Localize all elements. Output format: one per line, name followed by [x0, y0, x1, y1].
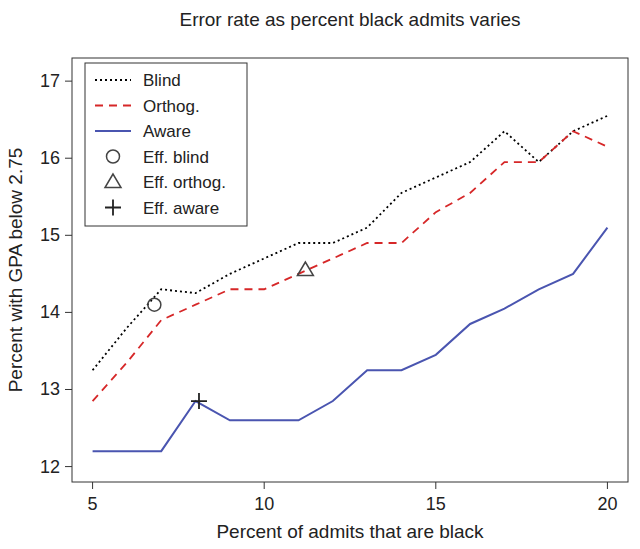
plot-area: [93, 116, 608, 451]
legend-label: Aware: [143, 122, 191, 141]
y-tick-label: 15: [40, 225, 60, 245]
legend-line: [95, 105, 131, 107]
legend-line: [95, 130, 131, 132]
x-label: Percent of admits that are black: [216, 521, 484, 542]
legend-label: Eff. blind: [143, 148, 209, 167]
y-tick-label: 16: [40, 148, 60, 168]
legend-label: Orthog.: [143, 97, 200, 116]
x-tick-label: 20: [597, 494, 617, 514]
legend-marker: [105, 174, 121, 188]
x-tick: [92, 482, 93, 489]
legend-label: Blind: [143, 71, 181, 90]
title: Error rate as percent black admits varie…: [179, 9, 520, 30]
series-line: [93, 116, 608, 370]
series-line: [93, 228, 608, 452]
y-tick: [65, 466, 72, 467]
legend-marker: [105, 200, 121, 216]
y-tick-label: 13: [40, 379, 60, 399]
legend-box: [85, 63, 247, 226]
marker: [148, 298, 161, 311]
y-tick-label: 17: [40, 71, 60, 91]
marker: [191, 393, 207, 409]
legend-label: Eff. orthog.: [143, 173, 226, 192]
y-tick-label: 14: [40, 302, 60, 322]
y-tick-label: 12: [40, 457, 60, 477]
y-tick: [65, 389, 72, 390]
legend-label: Eff. aware: [143, 199, 219, 218]
x-tick-label: 5: [88, 494, 98, 514]
chart: Error rate as percent black admits varie…: [0, 0, 640, 549]
y-tick: [65, 312, 72, 313]
y-tick: [65, 81, 72, 82]
plot-frame: [72, 58, 628, 482]
x-tick-label: 15: [426, 494, 446, 514]
x-tick-label: 10: [254, 494, 274, 514]
legend-marker: [107, 150, 120, 163]
marker: [297, 262, 313, 276]
legend-line: [95, 79, 131, 81]
y-tick: [65, 235, 72, 236]
x-tick: [264, 482, 265, 489]
y-tick: [65, 158, 72, 159]
legend: Blind Orthog. Aware Eff. blind Eff. orthog. E…: [85, 63, 247, 226]
y-label: Percent with GPA below 2.75: [5, 148, 26, 393]
x-tick: [607, 482, 608, 489]
x-tick: [435, 482, 436, 489]
